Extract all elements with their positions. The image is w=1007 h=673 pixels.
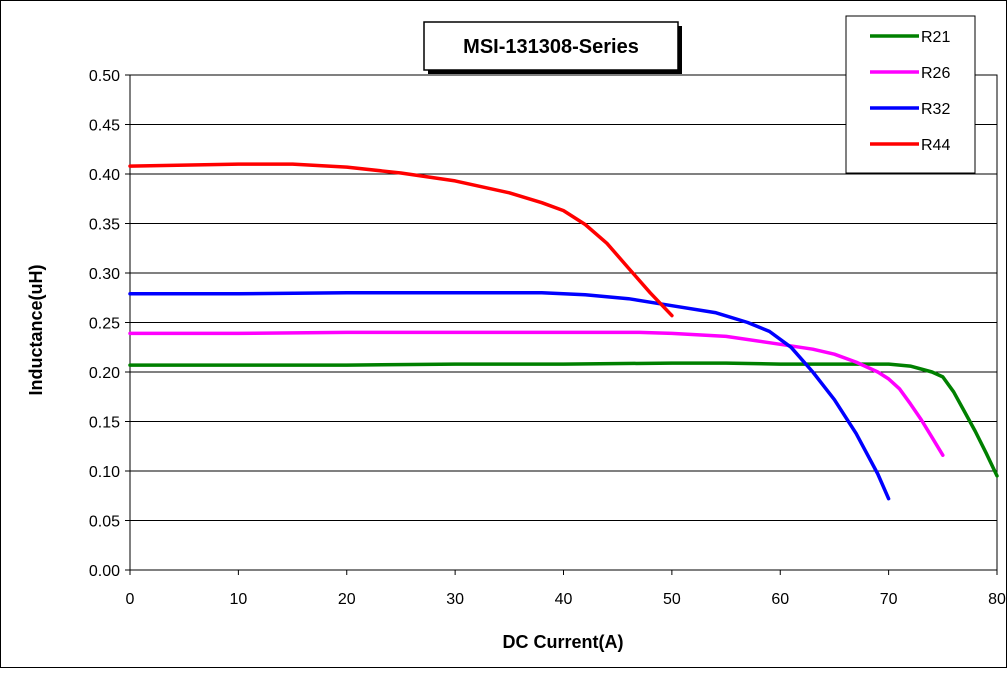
legend-item-r44: R44 [870,137,950,154]
y-tick-label: 0.40 [89,167,120,184]
x-tick-label: 20 [338,591,356,608]
y-tick-label: 0.10 [89,464,120,481]
x-tick-label: 80 [988,591,1006,608]
series-line-r44 [128,162,674,318]
x-tick-label: 30 [446,591,464,608]
x-tick-label: 40 [555,591,573,608]
legend-label: R26 [921,65,950,82]
legend-label: R44 [921,137,950,154]
grid-lines [130,124,997,521]
x-axis-ticks: 0 10 20 30 40 50 60 70 80 [126,570,1006,608]
legend-label: R21 [921,29,950,46]
legend-item-r21: R21 [870,29,950,46]
y-tick-label: 0.30 [89,266,120,283]
title-box [423,21,679,71]
y-tick-label: 0.00 [89,563,120,580]
y-tick-label: 0.20 [89,365,120,382]
y-tick-label: 0.15 [89,415,120,432]
legend-item-r26: R26 [870,65,950,82]
x-tick-label: 0 [126,591,135,608]
x-tick-label: 10 [229,591,247,608]
series-line-r32 [128,291,891,501]
x-tick-label: 60 [771,591,789,608]
y-tick-label: 0.05 [89,514,120,531]
y-tick-label: 0.45 [89,118,120,135]
x-tick-label: 70 [880,591,898,608]
y-tick-label: 0.50 [89,68,120,85]
legend-box [845,15,976,174]
legend-label: R32 [921,101,950,118]
y-tick-label: 0.35 [89,217,120,234]
x-axis-title: DC Current(A) [503,632,624,652]
y-tick-label: 0.25 [89,316,120,333]
chart-title: MSI-131308-Series [463,36,639,58]
legend: R21 R26 R32 R44 [870,29,950,154]
x-tick-label: 50 [663,591,681,608]
series-line-r21 [128,361,999,478]
y-axis-ticks: 0.00 0.05 0.10 0.15 0.20 0.25 0.30 0.35 0.40 0.45… [89,68,130,580]
series-lines [128,162,999,501]
y-axis-title: Inductance(uH) [26,264,46,395]
series-line-r26 [128,330,945,457]
legend-item-r32: R32 [870,101,950,118]
